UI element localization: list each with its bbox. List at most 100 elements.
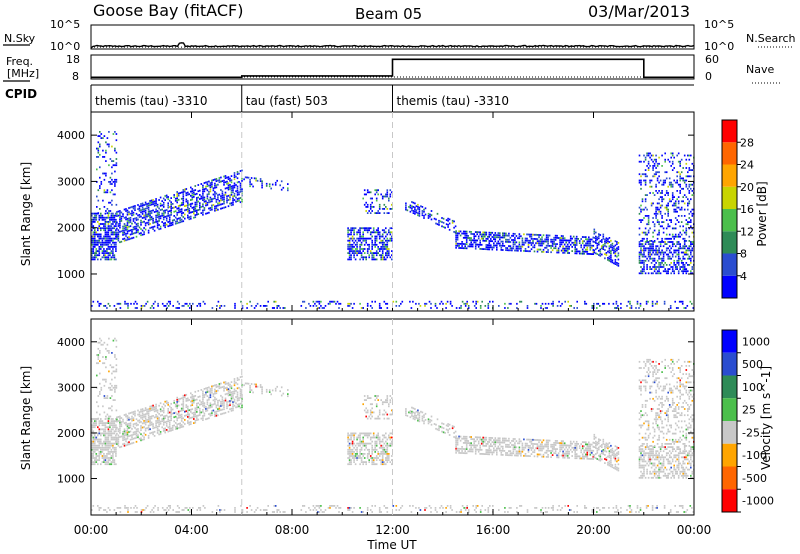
echo-cell bbox=[128, 412, 130, 415]
echo-cell bbox=[649, 255, 651, 258]
echo-cell bbox=[494, 232, 497, 234]
echo-cell bbox=[678, 300, 681, 303]
echo-cell bbox=[187, 200, 189, 202]
echo-cell bbox=[233, 192, 236, 195]
echo-cell bbox=[616, 243, 618, 245]
echo-cell bbox=[223, 305, 226, 307]
echo-cell bbox=[512, 241, 515, 243]
echo-cell bbox=[94, 418, 96, 420]
echo-cell bbox=[372, 459, 375, 461]
echo-cell bbox=[347, 248, 349, 250]
echo-cell bbox=[259, 178, 262, 180]
echo-cell bbox=[456, 449, 459, 452]
echo-cell bbox=[561, 302, 563, 305]
echo-cell bbox=[109, 229, 111, 232]
echo-cell bbox=[125, 216, 127, 219]
echo-cell bbox=[667, 210, 669, 213]
echo-cell bbox=[202, 203, 204, 206]
echo-cell bbox=[202, 197, 204, 199]
echo-cell bbox=[596, 236, 599, 239]
echo-cell bbox=[357, 457, 360, 459]
echo-cell bbox=[100, 233, 102, 236]
echo-cell bbox=[682, 251, 684, 254]
echo-cell bbox=[386, 444, 389, 447]
echo-cell bbox=[143, 436, 145, 439]
echo-cell bbox=[562, 235, 564, 237]
echo-cell bbox=[156, 421, 159, 424]
echo-cell bbox=[143, 422, 145, 424]
echo-cell bbox=[474, 446, 477, 449]
echo-cell bbox=[255, 177, 257, 180]
echo-cell bbox=[159, 410, 162, 413]
echo-cell bbox=[115, 420, 117, 422]
echo-cell bbox=[144, 212, 147, 214]
echo-cell bbox=[661, 165, 663, 167]
echo-cell bbox=[107, 457, 110, 459]
echo-cell bbox=[351, 239, 354, 242]
echo-cell bbox=[100, 451, 102, 453]
echo-cell bbox=[205, 204, 207, 207]
echo-cell bbox=[115, 203, 118, 206]
echo-cell bbox=[109, 191, 112, 194]
echo-cell bbox=[670, 165, 672, 167]
echo-cell bbox=[103, 248, 105, 250]
echo-cell bbox=[645, 300, 648, 303]
echo-cell bbox=[174, 222, 177, 225]
echo-cell bbox=[236, 387, 239, 390]
echo-cell bbox=[106, 463, 108, 466]
echo-cell bbox=[380, 235, 382, 238]
echo-cell bbox=[514, 241, 516, 244]
echo-cell bbox=[214, 411, 216, 413]
echo-cell bbox=[607, 259, 609, 261]
echo-cell bbox=[650, 243, 653, 245]
echo-cell bbox=[323, 307, 325, 309]
echo-cell bbox=[329, 302, 331, 305]
echo-cell bbox=[491, 248, 494, 251]
echo-cell bbox=[103, 206, 106, 208]
echo-cell bbox=[180, 413, 183, 416]
echo-cell bbox=[455, 240, 457, 243]
echo-cell bbox=[107, 258, 110, 261]
echo-cell bbox=[125, 415, 127, 418]
echo-cell bbox=[371, 440, 373, 443]
echo-cell bbox=[677, 233, 680, 236]
echo-cell bbox=[191, 188, 194, 190]
echo-cell bbox=[187, 216, 189, 219]
echo-cell bbox=[134, 228, 136, 230]
echo-cell bbox=[372, 434, 375, 437]
echo-cell bbox=[104, 442, 107, 445]
echo-cell bbox=[688, 240, 691, 242]
echo-cell bbox=[377, 229, 379, 232]
echo-cell bbox=[359, 239, 361, 242]
echo-cell bbox=[369, 227, 372, 230]
echo-cell bbox=[156, 212, 159, 214]
echo-cell bbox=[647, 215, 650, 217]
echo-cell bbox=[682, 179, 684, 182]
echo-cell bbox=[115, 442, 117, 445]
echo-cell bbox=[674, 251, 677, 254]
echo-cell bbox=[253, 383, 256, 386]
echo-cell bbox=[608, 237, 611, 239]
echo-cell bbox=[126, 427, 129, 430]
echo-cell bbox=[347, 252, 349, 254]
echo-cell bbox=[641, 231, 644, 234]
echo-cell bbox=[347, 434, 349, 437]
echo-cell bbox=[123, 231, 126, 234]
echo-cell bbox=[366, 231, 369, 234]
echo-cell bbox=[107, 463, 110, 466]
echo-cell bbox=[662, 245, 665, 248]
echo-cell bbox=[673, 210, 675, 213]
echo-cell bbox=[638, 212, 641, 215]
echo-cell bbox=[523, 241, 525, 244]
echo-cell bbox=[454, 430, 457, 433]
echo-cell bbox=[104, 430, 107, 433]
echo-cell bbox=[211, 406, 213, 408]
echo-cell bbox=[643, 266, 645, 268]
echo-cell bbox=[116, 439, 118, 441]
echo-cell bbox=[381, 254, 384, 257]
echo-cell bbox=[497, 234, 500, 237]
echo-cell bbox=[236, 187, 239, 190]
echo-cell bbox=[365, 442, 367, 445]
echo-cell bbox=[91, 461, 93, 463]
echo-cell bbox=[104, 237, 107, 240]
